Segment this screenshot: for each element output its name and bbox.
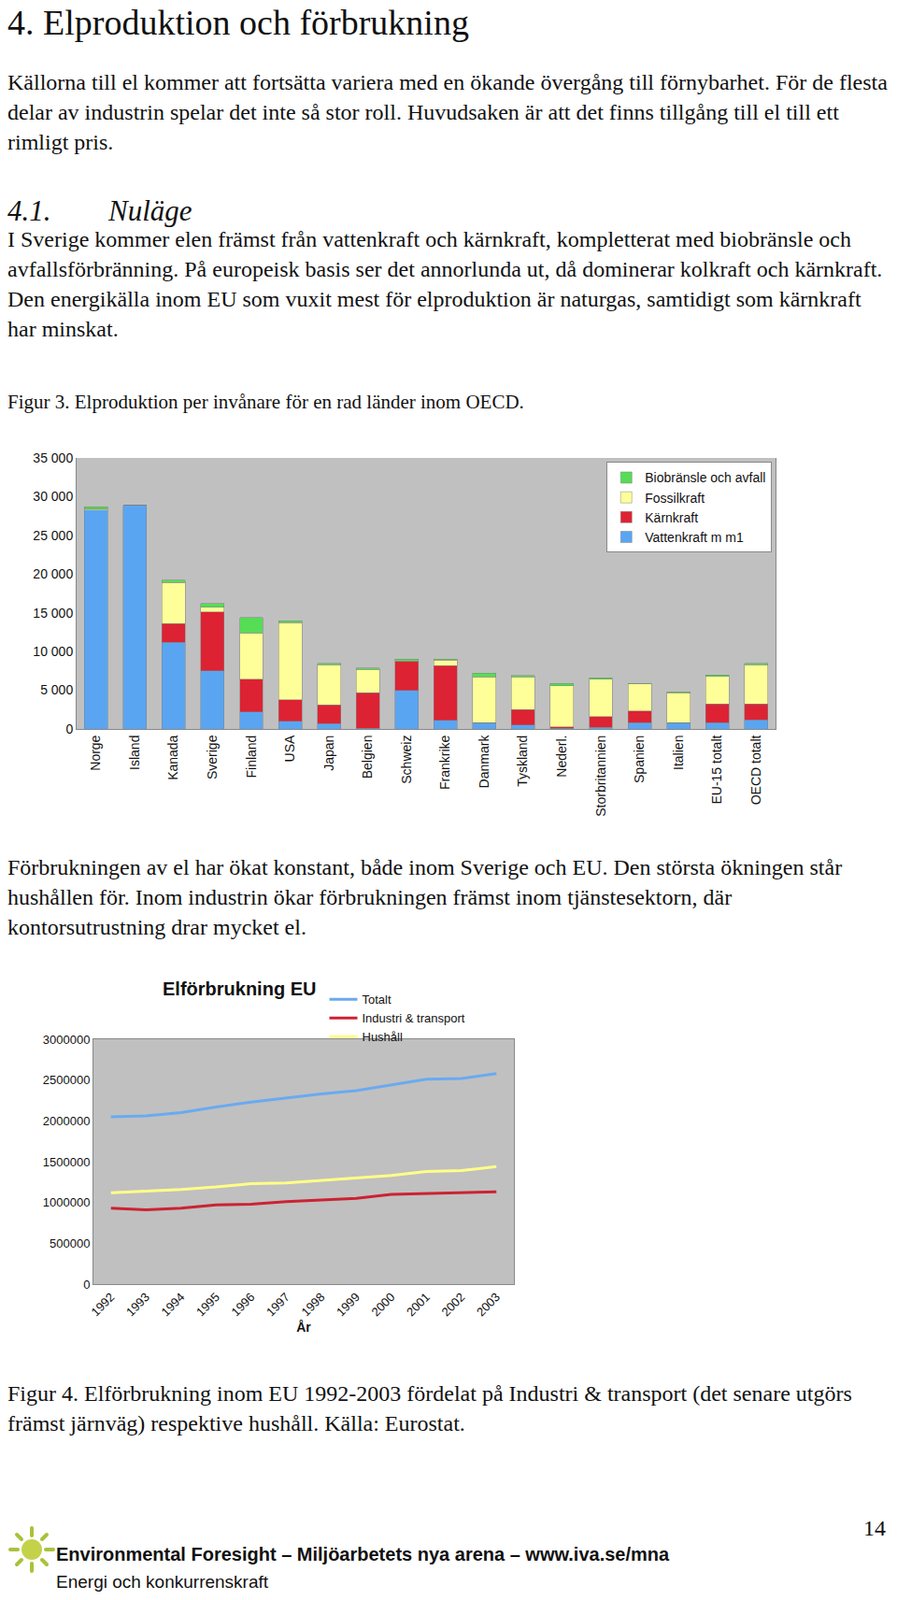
svg-text:30 000: 30 000: [32, 488, 73, 504]
svg-text:Industri & transport: Industri & transport: [362, 1010, 466, 1026]
svg-text:Italien: Italien: [670, 735, 686, 770]
html-text:Källorna till el kommer att fo: Källorna till el kommer att fortsätta va…: [7, 70, 888, 155]
svg-text:2000: 2000: [368, 1289, 398, 1319]
svg-text:25 000: 25 000: [32, 527, 73, 543]
html-text:Environmental Foresight – Milj: Environmental Foresight – Miljöarbetets …: [56, 1543, 670, 1565]
svg-text:Kärnkraft: Kärnkraft: [644, 510, 698, 526]
html-text:Nuläge: Nuläge: [108, 194, 193, 228]
svg-text:Island: Island: [127, 735, 143, 770]
svg-text:Vattenkraft m m1: Vattenkraft m m1: [644, 529, 744, 545]
svg-text:1500000: 1500000: [42, 1154, 91, 1169]
svg-text:1996: 1996: [227, 1289, 257, 1319]
svg-text:5 000: 5 000: [40, 682, 73, 698]
html-text:Figur 4. Elförbrukning inom EU: Figur 4. Elförbrukning inom EU 1992-2003…: [7, 1381, 852, 1436]
svg-text:15 000: 15 000: [32, 605, 73, 621]
svg-text:Elförbrukning EU: Elförbrukning EU: [162, 978, 316, 999]
svg-text:Norge: Norge: [87, 734, 103, 770]
html-text:4.1.: 4.1.: [7, 194, 51, 228]
svg-text:2002: 2002: [438, 1289, 468, 1319]
svg-text:2001: 2001: [403, 1289, 433, 1319]
svg-text:Sverige: Sverige: [204, 734, 220, 780]
svg-text:0: 0: [65, 721, 73, 737]
svg-text:År: År: [296, 1319, 312, 1335]
svg-text:1992: 1992: [87, 1289, 117, 1319]
svg-text:500000: 500000: [49, 1236, 90, 1251]
svg-text:20 000: 20 000: [32, 566, 73, 582]
svg-text:1999: 1999: [333, 1289, 363, 1319]
html-text:Figur 3. Elproduktion per invå: Figur 3. Elproduktion per invånare för e…: [7, 390, 525, 413]
html-text:4. Elproduktion och förbruknin: 4. Elproduktion och förbrukning: [7, 2, 469, 43]
svg-text:2000000: 2000000: [42, 1113, 91, 1128]
svg-text:OECD totalt: OECD totalt: [748, 735, 764, 806]
svg-text:2003: 2003: [473, 1289, 503, 1319]
html-text:Förbrukningen av el har ökat k: Förbrukningen av el har ökat konstant, b…: [7, 854, 842, 940]
svg-text:1997: 1997: [263, 1289, 293, 1319]
svg-text:Kanada: Kanada: [165, 734, 181, 780]
svg-text:3000000: 3000000: [42, 1032, 91, 1047]
svg-text:EU-15 totalt: EU-15 totalt: [709, 735, 725, 805]
svg-text:1000000: 1000000: [42, 1195, 91, 1210]
svg-text:1994: 1994: [157, 1289, 187, 1319]
svg-text:Finland: Finland: [243, 735, 259, 779]
svg-text:Belgien: Belgien: [359, 735, 375, 780]
svg-text:Frankrike: Frankrike: [437, 734, 453, 790]
svg-text:Biobränsle och avfall: Biobränsle och avfall: [644, 469, 766, 485]
svg-text:1998: 1998: [298, 1289, 328, 1319]
svg-text:Hushåll: Hushåll: [362, 1029, 403, 1044]
svg-text:2500000: 2500000: [42, 1072, 91, 1087]
svg-text:Japan: Japan: [321, 735, 337, 771]
html-text:14: 14: [863, 1515, 886, 1540]
svg-text:USA: USA: [282, 734, 298, 762]
svg-text:Storbritannien: Storbritannien: [593, 735, 609, 817]
svg-text:Spanien: Spanien: [631, 735, 647, 784]
svg-text:Totalt: Totalt: [362, 992, 392, 1007]
svg-text:Danmark: Danmark: [476, 734, 492, 789]
svg-text:Schweiz: Schweiz: [398, 735, 414, 784]
svg-text:10 000: 10 000: [32, 643, 73, 659]
html-text:I Sverige kommer elen främst f: I Sverige kommer elen främst från vatten…: [7, 227, 883, 342]
svg-text:Fossilkraft: Fossilkraft: [644, 490, 705, 506]
svg-text:1993: 1993: [123, 1289, 153, 1319]
html-text:Energi och konkurrenskraft: Energi och konkurrenskraft: [56, 1571, 269, 1592]
svg-text:Nederl.: Nederl.: [554, 735, 570, 778]
svg-text:0: 0: [83, 1277, 90, 1292]
svg-text:Tyskland: Tyskland: [514, 735, 530, 787]
svg-text:35 000: 35 000: [32, 450, 73, 466]
svg-text:1995: 1995: [193, 1289, 223, 1319]
